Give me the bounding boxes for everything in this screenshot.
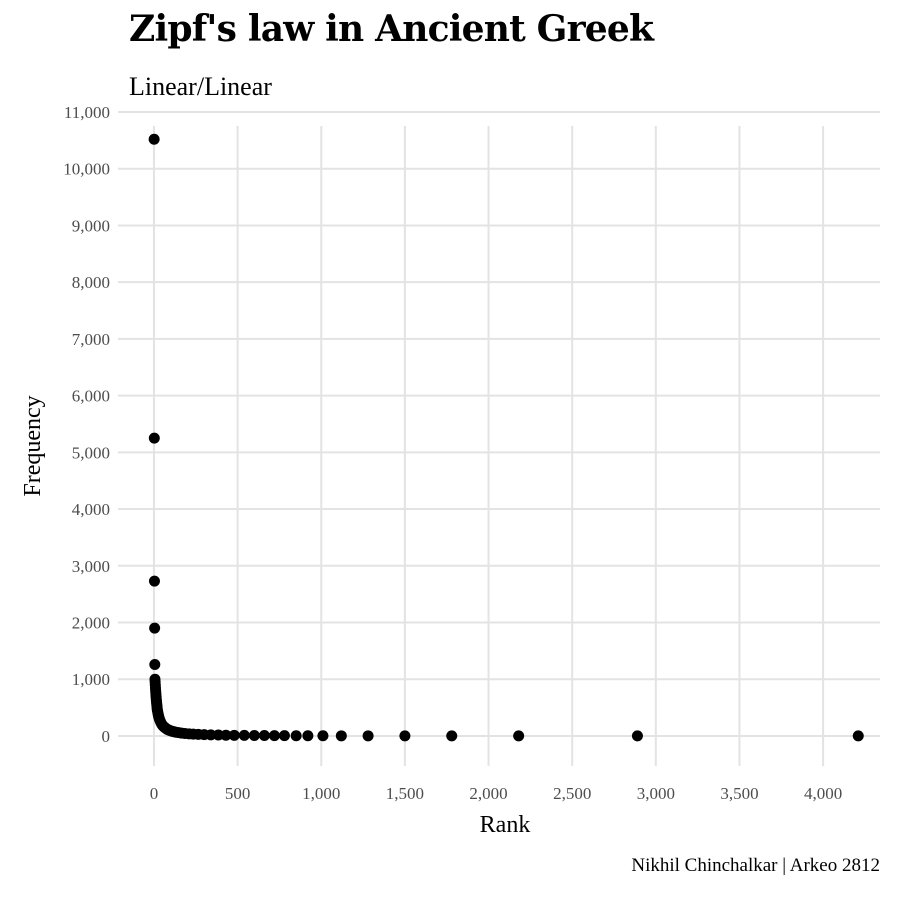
x-tick-label: 500	[225, 784, 251, 803]
data-point	[278, 730, 290, 742]
y-tick-label: 2,000	[72, 613, 110, 632]
x-tick-label: 2,500	[553, 784, 591, 803]
y-tick-label: 3,000	[72, 557, 110, 576]
x-axis-title: Rank	[480, 812, 531, 838]
data-point	[513, 730, 525, 742]
data-point	[148, 575, 160, 587]
y-axis-ticks: 0 1,000 2,000 3,000 4,000 5,000 6,000 7,000 8,00…	[63, 103, 110, 746]
y-tick-label: 11,000	[64, 103, 110, 122]
chart-caption: Nikhil Chinchalkar | Arkeo 2812	[631, 855, 880, 876]
data-point	[399, 730, 411, 742]
data-point	[362, 730, 374, 742]
data-point	[148, 432, 160, 444]
data-point	[149, 658, 161, 670]
y-tick-label: 8,000	[72, 273, 110, 292]
data-point	[149, 622, 161, 634]
y-tick-label: 6,000	[72, 387, 110, 406]
y-tick-label: 7,000	[72, 330, 110, 349]
y-tick-label: 0	[102, 727, 111, 746]
data-point	[290, 730, 302, 742]
x-tick-label: 4,000	[804, 784, 842, 803]
data-point	[220, 729, 232, 741]
x-tick-label: 3,000	[637, 784, 675, 803]
y-tick-label: 4,000	[72, 500, 110, 519]
x-axis-ticks: 0 500 1,000 1,500 2,000 2,500 3,000 3,500 4,000	[150, 784, 843, 803]
data-point	[258, 730, 270, 742]
data-point	[228, 729, 240, 741]
data-point	[335, 730, 347, 742]
y-tick-label: 5,000	[72, 443, 110, 462]
data-point	[302, 730, 314, 742]
data-point	[852, 730, 864, 742]
x-tick-label: 1,000	[302, 784, 340, 803]
data-point	[268, 730, 280, 742]
x-tick-label: 2,000	[469, 784, 507, 803]
data-point	[631, 730, 643, 742]
chart-title: Zipf's law in Ancient Greek	[129, 8, 654, 50]
y-tick-label: 9,000	[72, 216, 110, 235]
data-point	[446, 730, 458, 742]
y-tick-label: 10,000	[63, 160, 110, 179]
grid-layer	[118, 111, 880, 766]
x-tick-label: 3,500	[720, 784, 758, 803]
y-tick-label: 1,000	[72, 670, 110, 689]
data-point	[238, 729, 250, 741]
y-axis-title: Frequency	[20, 395, 46, 496]
x-tick-label: 0	[150, 784, 159, 803]
data-point	[148, 133, 160, 145]
data-points	[148, 133, 864, 742]
chart-subtitle: Linear/Linear	[129, 72, 272, 101]
data-point	[248, 729, 260, 741]
data-point	[317, 730, 329, 742]
x-tick-label: 1,500	[386, 784, 424, 803]
